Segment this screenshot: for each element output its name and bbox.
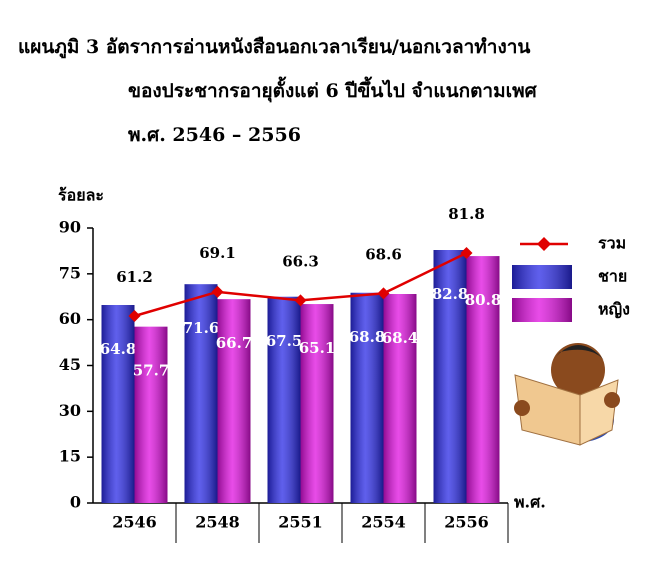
bar-shade xyxy=(134,326,168,503)
bar-shade xyxy=(267,296,301,503)
value-label: 81.8 xyxy=(448,205,485,223)
x-tick-label: 2556 xyxy=(444,513,489,532)
y-tick-label: 60 xyxy=(59,309,81,328)
legend-label: รวม xyxy=(598,234,626,253)
value-label: 69.1 xyxy=(199,244,236,262)
value-label: 82.8 xyxy=(432,285,469,303)
legend-label: หญิง xyxy=(598,300,630,320)
bar-shade xyxy=(300,304,334,503)
value-label: 68.4 xyxy=(382,329,419,347)
y-tick-label: 45 xyxy=(59,355,81,374)
y-axis-label: ร้อยละ xyxy=(58,186,104,205)
value-label: 67.5 xyxy=(266,332,303,350)
legend-shade xyxy=(512,265,572,289)
y-tick-label: 0 xyxy=(70,493,81,512)
value-label: 61.2 xyxy=(116,268,153,286)
x-tick-label: 2546 xyxy=(112,513,157,532)
bar-shade xyxy=(184,284,218,503)
legend-marker xyxy=(537,237,551,251)
y-tick-label: 15 xyxy=(59,447,81,466)
title-line: ของประชากรอายุตั้งแต่ 6 ปีขึ้นไป จำแนกตา… xyxy=(128,76,538,103)
line-marker xyxy=(211,285,224,298)
legend-label: ชาย xyxy=(598,267,627,286)
value-label: 57.7 xyxy=(133,362,170,380)
line-marker xyxy=(460,247,473,260)
value-label: 68.6 xyxy=(365,245,402,263)
line-marker xyxy=(377,287,390,300)
y-tick-label: 90 xyxy=(59,218,81,237)
title-line: พ.ศ. 2546 – 2556 xyxy=(128,124,301,146)
bar-shade xyxy=(433,250,467,503)
value-label: 68.8 xyxy=(349,328,386,346)
x-tick-label: 2551 xyxy=(278,513,323,532)
y-tick-label: 75 xyxy=(59,263,81,282)
bar-shade xyxy=(383,294,417,503)
y-tick-label: 30 xyxy=(59,401,81,420)
legend-shade xyxy=(512,298,572,322)
bar-shade xyxy=(466,256,500,503)
bar-shade xyxy=(101,305,135,503)
value-label: 65.1 xyxy=(299,339,336,357)
line-marker xyxy=(128,310,141,322)
x-axis-label: พ.ศ. xyxy=(514,493,546,512)
line-marker xyxy=(294,294,307,307)
x-tick-label: 2548 xyxy=(195,513,240,532)
value-label: 66.3 xyxy=(282,252,319,270)
bar-shade xyxy=(217,299,251,503)
bar-shade xyxy=(350,292,384,503)
value-label: 66.7 xyxy=(216,334,253,352)
title-line: แผนภูมิ 3 อัตราการอ่านหนังสือนอกเวลาเรีย… xyxy=(18,36,530,59)
value-label: 64.8 xyxy=(100,340,137,358)
reader-icon xyxy=(514,343,620,446)
value-label: 80.8 xyxy=(465,291,502,309)
x-tick-label: 2554 xyxy=(361,513,406,532)
value-label: 71.6 xyxy=(183,319,220,337)
